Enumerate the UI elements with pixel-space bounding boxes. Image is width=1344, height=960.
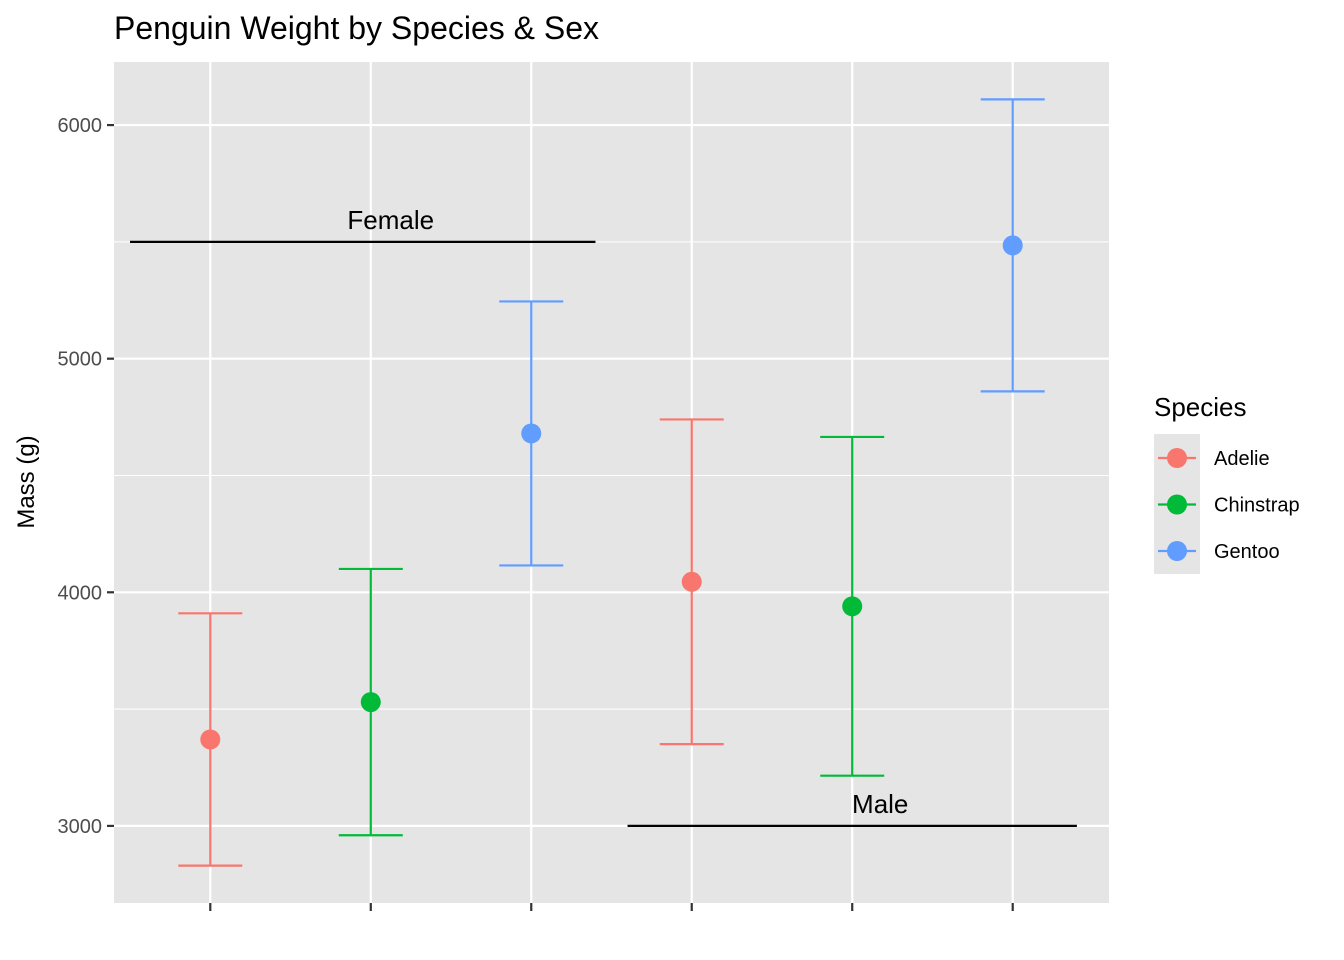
legend-label: Gentoo [1214,541,1280,563]
y-axis-title: Mass (g) [13,435,40,528]
data-point [200,729,221,750]
data-point [681,571,702,592]
legend: Species Adelie Chinstrap Gentoo [1154,392,1300,574]
legend-label: Chinstrap [1214,495,1300,517]
legend-title: Species [1154,392,1247,422]
chart-title: Penguin Weight by Species & Sex [114,10,599,46]
annotations: Female Male [130,205,1077,828]
legend-key-point [1167,448,1187,468]
legend-key-point [1167,541,1187,561]
annotation-label: Male [852,789,908,819]
data-point [842,596,863,617]
y-axis: 3000 4000 5000 6000 [58,115,114,838]
data-point [360,692,381,713]
y-tick-label: 6000 [58,115,103,137]
data-point [521,423,542,444]
data-points [200,235,1023,750]
annotation-label: Female [347,205,434,235]
plot-panel [114,62,1109,903]
y-tick-label: 4000 [58,582,103,604]
y-tick-label: 3000 [58,816,103,838]
x-axis [209,903,1014,911]
legend-label: Adelie [1214,448,1270,470]
y-tick-label: 5000 [58,349,103,371]
legend-key-point [1167,494,1187,515]
data-point [1002,235,1023,256]
grid-lines [114,62,1109,903]
